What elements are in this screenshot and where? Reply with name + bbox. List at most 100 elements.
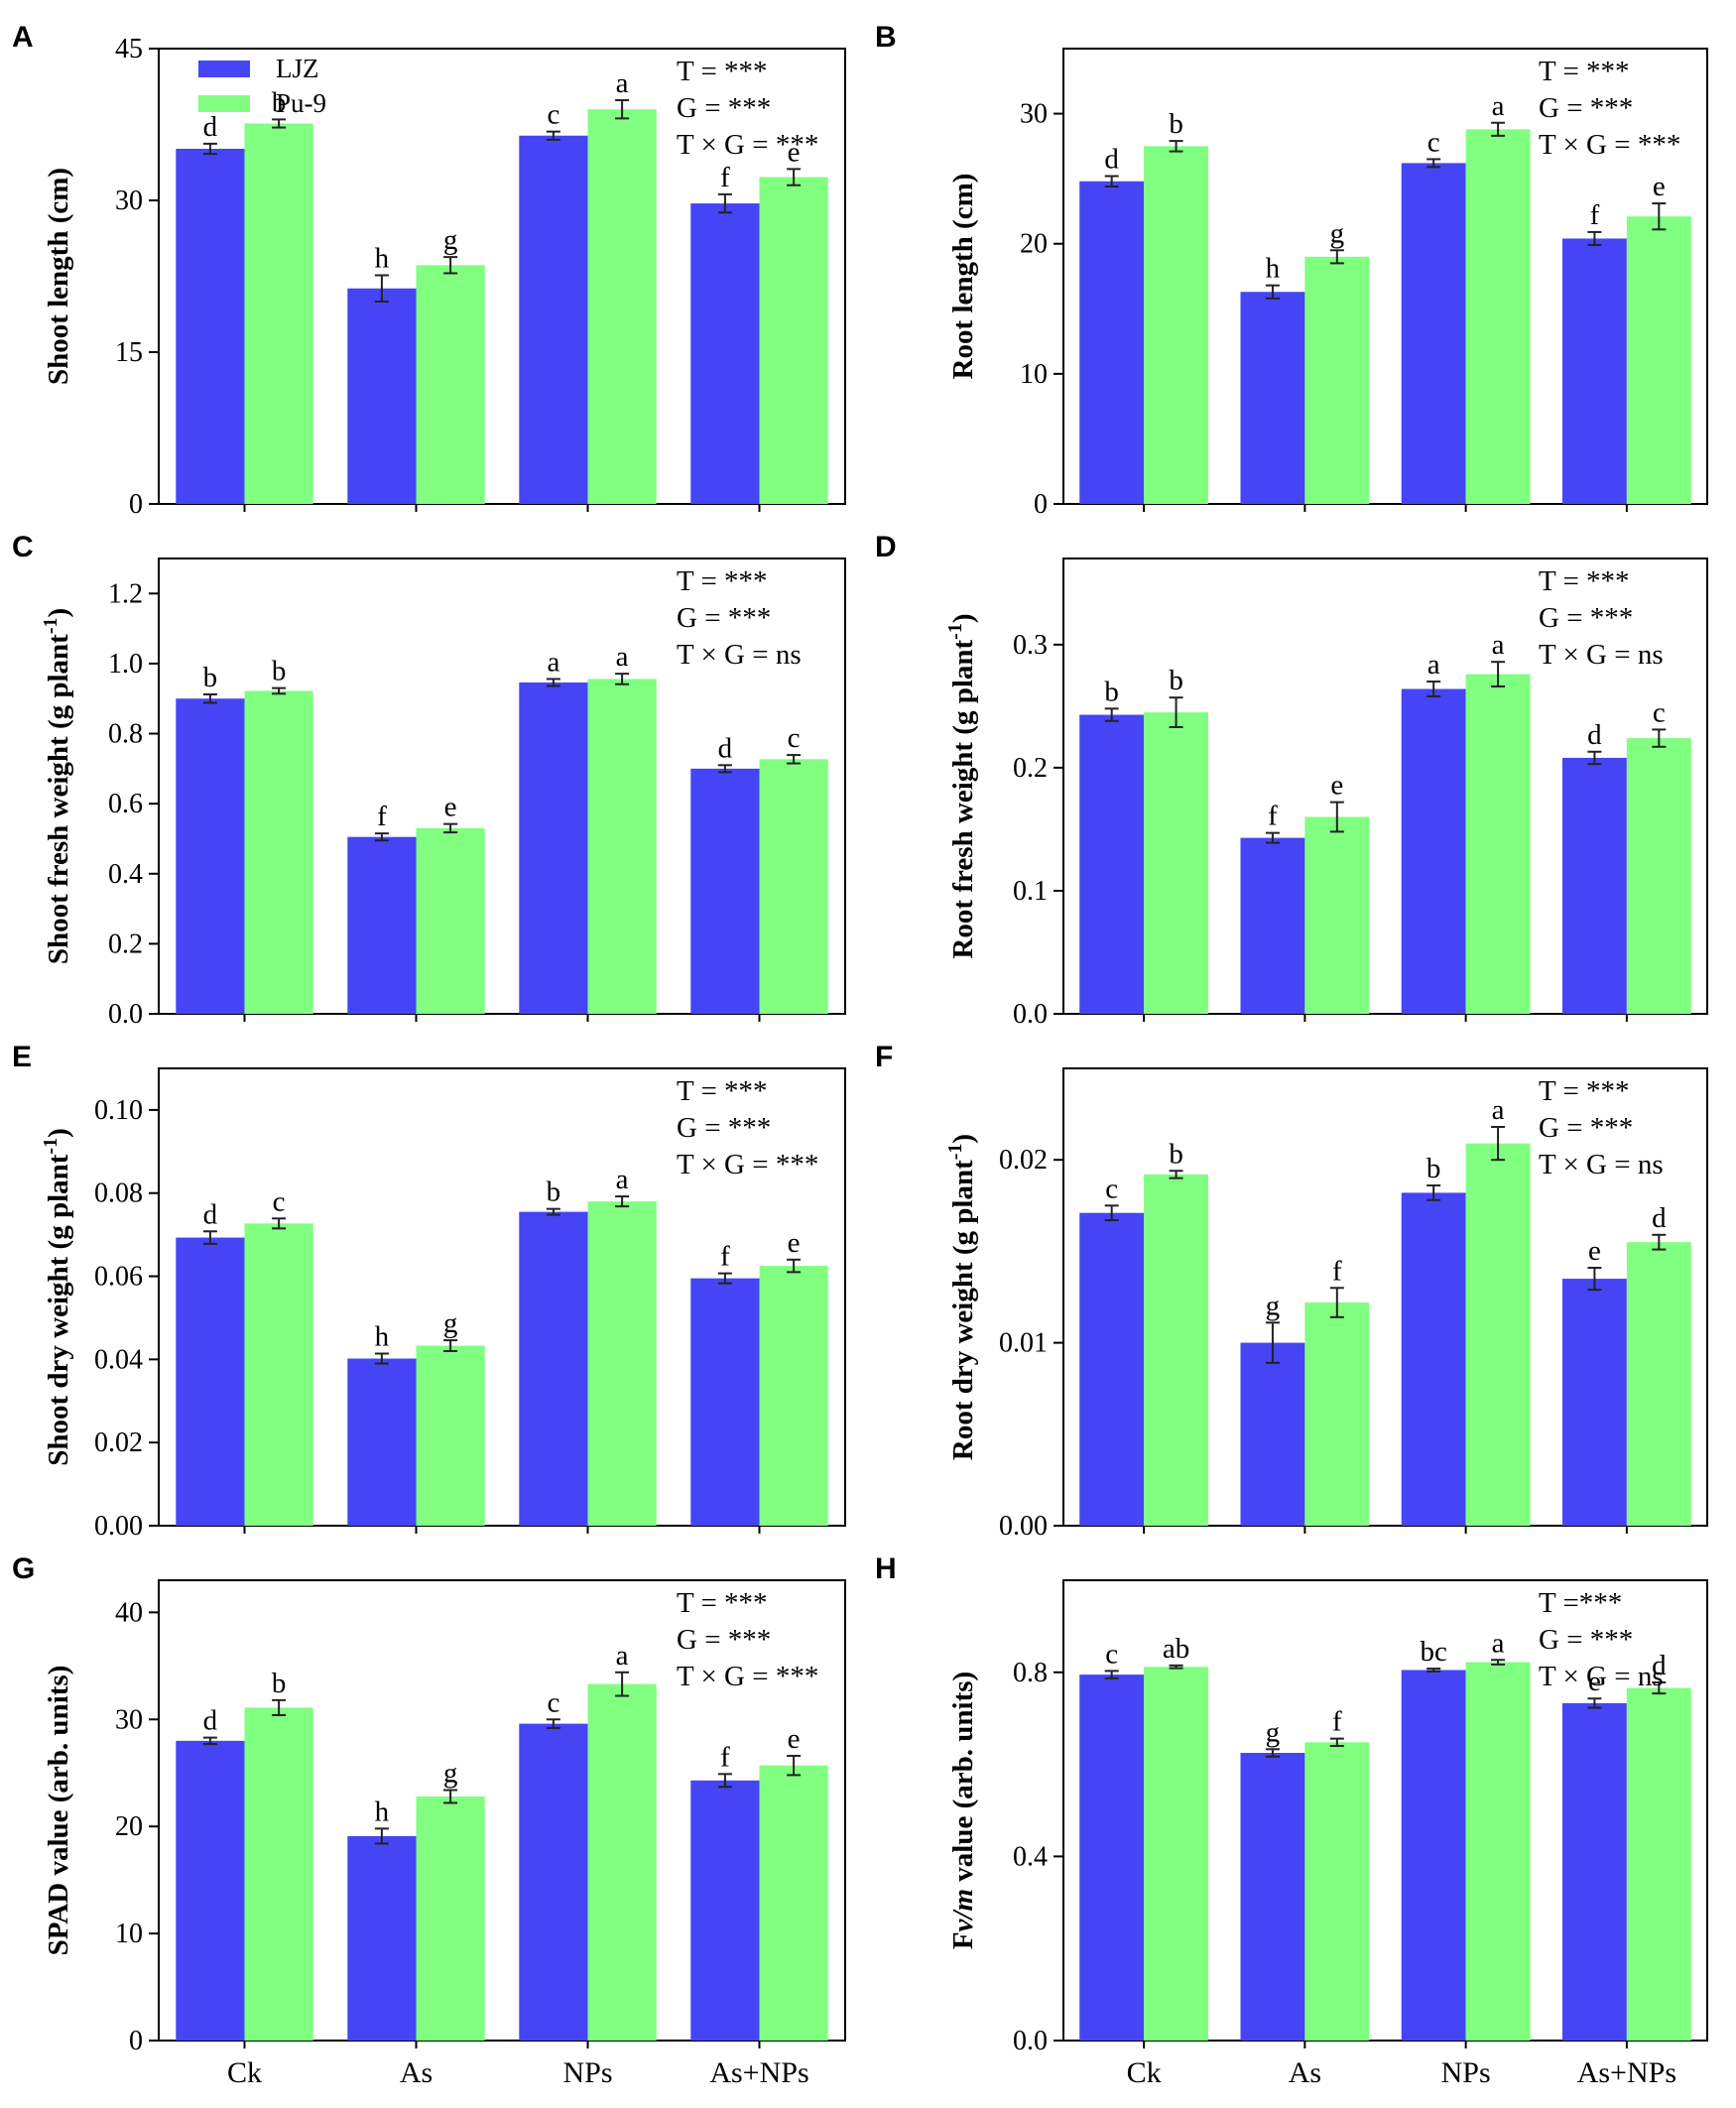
bar-ljz-ck[interactable]	[176, 1237, 245, 1526]
y-tick-label: 0.00	[999, 1511, 1048, 1542]
significance-letter: a	[616, 641, 629, 673]
significance-letter: d	[1652, 1202, 1667, 1234]
significance-letter: d	[203, 1198, 218, 1230]
bar-pu-9-ck[interactable]	[244, 123, 313, 504]
x-category-label: NPs	[562, 2056, 612, 2089]
significance-letter: d	[1652, 1650, 1667, 1681]
bar-pu-9-nps[interactable]	[1465, 1143, 1531, 1526]
bar-ljz-ck[interactable]	[1079, 1674, 1145, 2041]
bar-ljz-ck[interactable]	[1079, 714, 1145, 1014]
bar-ljz-asnps[interactable]	[690, 1278, 760, 1526]
bar-pu-9-asnps[interactable]	[759, 759, 828, 1014]
x-category-label: As+NPs	[1577, 2056, 1676, 2089]
significance-letter: a	[547, 646, 559, 678]
significance-letter: c	[273, 1185, 286, 1217]
bar-ljz-as[interactable]	[1240, 1342, 1305, 1526]
bar-ljz-asnps[interactable]	[1561, 1702, 1627, 2041]
bar-ljz-as[interactable]	[1240, 292, 1305, 504]
bar-pu-9-as[interactable]	[1304, 1302, 1370, 1526]
bar-ljz-as[interactable]	[347, 836, 417, 1014]
bar-pu-9-nps[interactable]	[587, 109, 657, 504]
y-tick-label: 0.4	[1013, 1841, 1048, 1872]
stat-annotation: G = ***	[677, 602, 771, 634]
bar-ljz-nps[interactable]	[1401, 688, 1466, 1014]
significance-letter: b	[1104, 676, 1119, 707]
bar-pu-9-asnps[interactable]	[1626, 738, 1691, 1014]
bar-ljz-asnps[interactable]	[1561, 757, 1627, 1014]
bar-pu-9-ck[interactable]	[1144, 146, 1209, 504]
significance-letter: a	[1427, 649, 1440, 681]
bar-ljz-ck[interactable]	[176, 148, 245, 505]
bar-pu-9-asnps[interactable]	[1626, 1687, 1691, 2041]
bar-ljz-ck[interactable]	[1079, 181, 1145, 504]
panel-f: F 0.00 0.01 0.02 c b g f b a e d T = *** G = *** T × G…	[875, 1041, 1708, 1542]
stat-annotation: T = ***	[1539, 1075, 1630, 1107]
bar-pu-9-nps[interactable]	[1465, 1662, 1531, 2041]
bar-ljz-as[interactable]	[347, 1358, 417, 1526]
bar-pu-9-ck[interactable]	[1144, 1667, 1209, 2041]
panel-label: D	[875, 531, 897, 563]
bar-pu-9-as[interactable]	[416, 1796, 485, 2041]
panel-label: G	[12, 1552, 35, 1585]
panel-c: C 0.0 0.2 0.4 0.6 0.8 1.0 1.2 b b f e a a d c T = *** G =…	[12, 531, 846, 1030]
bar-pu-9-as[interactable]	[1304, 256, 1370, 504]
bar-pu-9-as[interactable]	[416, 1345, 485, 1526]
bar-pu-9-asnps[interactable]	[759, 1765, 828, 2041]
bar-pu-9-as[interactable]	[416, 265, 485, 504]
plot-frame	[1062, 48, 1708, 505]
significance-letter: e	[788, 1723, 801, 1755]
bar-pu-9-nps[interactable]	[587, 1683, 657, 2041]
significance-letter: e	[1588, 1666, 1601, 1697]
y-tick-label: 0.02	[94, 1427, 143, 1458]
stat-annotation: T = ***	[1539, 56, 1630, 87]
significance-letter: a	[1492, 90, 1505, 122]
bar-ljz-nps[interactable]	[519, 682, 588, 1014]
plot-frame	[158, 1579, 846, 2042]
bar-pu-9-asnps[interactable]	[1626, 1242, 1691, 1526]
bar-pu-9-as[interactable]	[1304, 816, 1370, 1014]
significance-letter: f	[1332, 1706, 1342, 1738]
bar-pu-9-nps[interactable]	[587, 679, 657, 1014]
bar-pu-9-ck[interactable]	[1144, 1174, 1209, 1526]
bar-ljz-nps[interactable]	[519, 1723, 588, 2041]
bar-pu-9-asnps[interactable]	[759, 1266, 828, 1526]
bar-pu-9-nps[interactable]	[1465, 129, 1531, 504]
bar-ljz-ck[interactable]	[176, 1740, 245, 2041]
bar-ljz-asnps[interactable]	[690, 768, 760, 1014]
y-axis-label: Shoot length (cm)	[43, 168, 74, 385]
significance-letter: f	[1590, 199, 1600, 231]
bar-ljz-nps[interactable]	[1401, 1670, 1466, 2041]
bar-ljz-as[interactable]	[347, 1835, 417, 2041]
bar-ljz-as[interactable]	[1240, 837, 1305, 1014]
bar-ljz-nps[interactable]	[519, 1211, 588, 1526]
x-category-label: Ck	[227, 2056, 262, 2089]
bar-ljz-as[interactable]	[347, 288, 417, 504]
bar-ljz-nps[interactable]	[519, 135, 588, 504]
significance-letter: f	[720, 1741, 730, 1773]
bar-pu-9-as[interactable]	[416, 827, 485, 1014]
bar-ljz-asnps[interactable]	[690, 1780, 760, 2041]
bar-pu-9-asnps[interactable]	[759, 177, 828, 505]
bar-ljz-ck[interactable]	[176, 698, 245, 1014]
stat-annotation: T = ***	[677, 565, 768, 597]
significance-letter: e	[1588, 1235, 1601, 1267]
bar-ljz-asnps[interactable]	[1561, 238, 1627, 504]
bar-ljz-nps[interactable]	[1401, 163, 1466, 505]
bar-ljz-asnps[interactable]	[690, 203, 760, 504]
bar-pu-9-nps[interactable]	[587, 1201, 657, 1526]
bar-ljz-asnps[interactable]	[1561, 1279, 1627, 1526]
bar-pu-9-nps[interactable]	[1465, 674, 1531, 1014]
bar-pu-9-ck[interactable]	[244, 690, 313, 1014]
bar-pu-9-asnps[interactable]	[1626, 216, 1691, 504]
significance-letter: b	[272, 1668, 287, 1699]
bar-ljz-as[interactable]	[1240, 1753, 1305, 2041]
bar-pu-9-ck[interactable]	[1144, 712, 1209, 1014]
bar-pu-9-ck[interactable]	[244, 1223, 313, 1526]
bar-ljz-nps[interactable]	[1401, 1192, 1466, 1526]
bar-ljz-ck[interactable]	[1079, 1212, 1145, 1526]
bar-pu-9-as[interactable]	[1304, 1742, 1370, 2041]
significance-letter: c	[1105, 1638, 1118, 1670]
bar-pu-9-ck[interactable]	[244, 1707, 313, 2041]
legend-label: Pu-9	[276, 88, 326, 118]
